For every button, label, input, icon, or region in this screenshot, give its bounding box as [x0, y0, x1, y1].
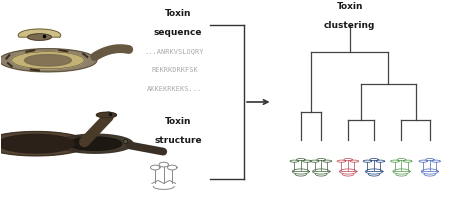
Text: Toxin: Toxin [337, 2, 363, 11]
Polygon shape [12, 52, 84, 69]
Polygon shape [69, 137, 122, 150]
Text: AKKEKRKEKS...: AKKEKRKEKS... [147, 86, 202, 92]
Text: sequence: sequence [154, 28, 202, 37]
Polygon shape [0, 49, 97, 72]
Text: ...ANRKVSLOQRY: ...ANRKVSLOQRY [145, 48, 204, 54]
Polygon shape [27, 34, 51, 40]
Polygon shape [25, 55, 72, 66]
Polygon shape [0, 134, 74, 153]
Text: clustering: clustering [324, 21, 375, 30]
Polygon shape [96, 112, 117, 118]
Polygon shape [0, 132, 88, 156]
Text: structure: structure [154, 136, 202, 145]
Text: Toxin: Toxin [164, 117, 191, 126]
Text: Toxin: Toxin [164, 9, 191, 18]
Text: REKRKDRKFSK: REKRKDRKFSK [151, 67, 198, 73]
Polygon shape [57, 134, 133, 153]
Polygon shape [18, 29, 61, 37]
